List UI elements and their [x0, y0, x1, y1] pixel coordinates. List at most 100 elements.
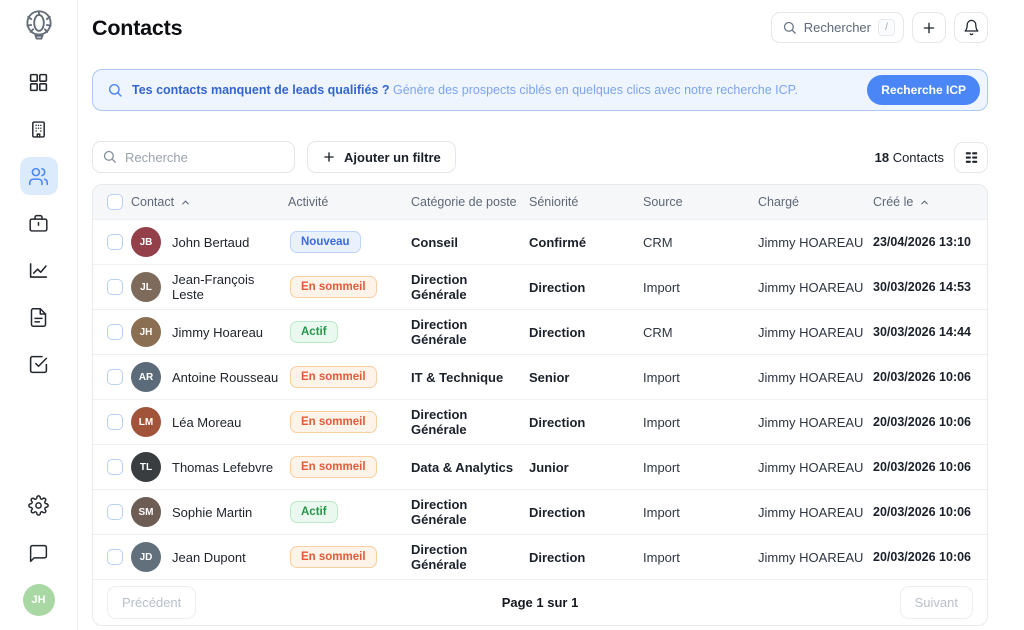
settings-button[interactable]	[22, 488, 56, 522]
row-checkbox[interactable]	[107, 279, 123, 295]
users-icon	[28, 167, 49, 185]
seniority-cell: Direction	[529, 414, 586, 430]
banner-search-icon	[107, 82, 123, 98]
sidebar-item-analytics[interactable]	[20, 251, 58, 289]
owner-cell: Jimmy HOAREAU	[758, 369, 864, 385]
plus-icon	[923, 22, 935, 33]
previous-page-button[interactable]: Précédent	[107, 586, 197, 619]
table-row[interactable]: AR Antoine Rousseau En sommeil IT & Tech…	[93, 354, 987, 399]
table-body: JB John Bertaud Nouveau Conseil Confirmé…	[93, 219, 987, 579]
table-row[interactable]: JH Jimmy Hoareau Actif Direction Général…	[93, 309, 987, 354]
row-checkbox[interactable]	[107, 414, 123, 430]
column-header-contact[interactable]: Contact	[131, 195, 288, 209]
table-row[interactable]: JL Jean-François Leste En sommeil Direct…	[93, 264, 987, 309]
column-header-source[interactable]: Source	[643, 195, 683, 209]
header-actions: Rechercher /	[770, 12, 988, 43]
contact-name: Jean-François Leste	[172, 272, 255, 302]
chat-button[interactable]	[22, 536, 56, 570]
table-row[interactable]: TL Thomas Lefebvre En sommeil Data & Ana…	[93, 444, 987, 489]
row-checkbox[interactable]	[107, 504, 123, 520]
sidebar-item-tasks[interactable]	[20, 345, 58, 383]
table-search-input[interactable]	[92, 141, 295, 173]
column-header-activity[interactable]: Activité	[288, 195, 329, 209]
source-cell: Import	[643, 279, 680, 295]
row-checkbox[interactable]	[107, 234, 123, 250]
column-header-seniority[interactable]: Séniorité	[529, 195, 579, 209]
column-header-job-category[interactable]: Catégorie de poste	[411, 195, 517, 209]
contact-avatar: AR	[131, 362, 161, 392]
search-shortcut-key: /	[878, 19, 895, 36]
plus-icon	[324, 152, 334, 162]
sidebar: JH	[0, 0, 78, 630]
icp-search-button[interactable]: Recherche ICP	[867, 75, 980, 105]
pagination: Précédent Page 1 sur 1 Suivant	[93, 579, 987, 625]
table-row[interactable]: JB John Bertaud Nouveau Conseil Confirmé…	[93, 219, 987, 264]
columns-icon	[965, 151, 977, 163]
activity-status-badge: Actif	[290, 321, 338, 343]
next-page-button[interactable]: Suivant	[899, 586, 973, 619]
created-date-cell: 23/04/2026 13:10	[873, 235, 972, 249]
sort-asc-icon	[919, 197, 930, 208]
contact-avatar: JH	[131, 317, 161, 347]
contact-name: John Bertaud	[172, 234, 250, 250]
main-content: Contacts Rechercher / Tes contacts manqu…	[78, 0, 1024, 630]
source-cell: Import	[643, 504, 680, 520]
seniority-cell: Junior	[529, 459, 569, 475]
building-icon	[32, 120, 45, 138]
created-date-cell: 20/03/2026 10:06	[873, 370, 972, 384]
search-icon	[102, 149, 117, 169]
activity-status-badge: En sommeil	[290, 456, 377, 478]
contact-name: Léa Moreau	[172, 414, 242, 430]
view-columns-button[interactable]	[954, 141, 988, 173]
app-logo-icon	[22, 8, 56, 47]
row-checkbox[interactable]	[107, 369, 123, 385]
banner-text: Tes contacts manquent de leads qualifiés…	[132, 83, 798, 97]
sidebar-item-companies[interactable]	[20, 110, 58, 148]
add-filter-button[interactable]: Ajouter un filtre	[307, 141, 456, 173]
activity-status-badge: Nouveau	[290, 231, 361, 253]
sidebar-item-documents[interactable]	[20, 298, 58, 336]
search-icon	[783, 21, 796, 34]
sidebar-item-dashboard[interactable]	[20, 63, 58, 101]
owner-cell: Jimmy HOAREAU	[758, 234, 864, 250]
line-chart-icon	[29, 262, 48, 278]
created-date-cell: 20/03/2026 10:06	[873, 550, 972, 564]
column-header-created[interactable]: Créé le	[873, 195, 987, 209]
source-cell: Import	[643, 459, 680, 475]
row-checkbox[interactable]	[107, 549, 123, 565]
notifications-button[interactable]	[954, 12, 988, 43]
table-row[interactable]: JD Jean Dupont En sommeil Direction Géné…	[93, 534, 987, 579]
job-category-cell: Conseil	[411, 234, 458, 250]
file-text-icon	[30, 307, 47, 327]
grid-icon	[29, 73, 48, 91]
add-button[interactable]	[912, 12, 946, 43]
table-row[interactable]: SM Sophie Martin Actif Direction Général…	[93, 489, 987, 534]
contact-name: Jimmy Hoareau	[172, 324, 264, 340]
column-header-owner[interactable]: Chargé	[758, 195, 799, 209]
activity-status-badge: Actif	[290, 501, 338, 523]
row-checkbox[interactable]	[107, 459, 123, 475]
row-checkbox[interactable]	[107, 324, 123, 340]
owner-cell: Jimmy HOAREAU	[758, 324, 864, 340]
job-category-cell: Direction Générale	[411, 272, 468, 302]
sidebar-item-contacts[interactable]	[19, 157, 58, 195]
contact-name: Antoine Rousseau	[172, 369, 279, 385]
source-cell: Import	[643, 369, 680, 385]
table-row[interactable]: LM Léa Moreau En sommeil Direction Génér…	[93, 399, 987, 444]
seniority-cell: Direction	[529, 324, 586, 340]
sidebar-item-deals[interactable]	[20, 204, 58, 242]
contact-avatar: SM	[131, 497, 161, 527]
source-cell: CRM	[643, 324, 673, 340]
seniority-cell: Direction	[529, 549, 586, 565]
global-search-button[interactable]: Rechercher /	[770, 12, 904, 43]
activity-status-badge: En sommeil	[290, 411, 377, 433]
user-avatar[interactable]: JH	[22, 584, 55, 616]
seniority-cell: Direction	[529, 279, 586, 295]
page-info: Page 1 sur 1	[501, 595, 579, 610]
owner-cell: Jimmy HOAREAU	[758, 459, 864, 475]
source-cell: CRM	[643, 234, 673, 250]
select-all-checkbox[interactable]	[107, 194, 123, 210]
job-category-cell: Direction Générale	[411, 497, 468, 527]
banner-bold-text: Tes contacts manquent de leads qualifiés…	[132, 83, 390, 97]
contact-name: Thomas Lefebvre	[172, 459, 274, 475]
